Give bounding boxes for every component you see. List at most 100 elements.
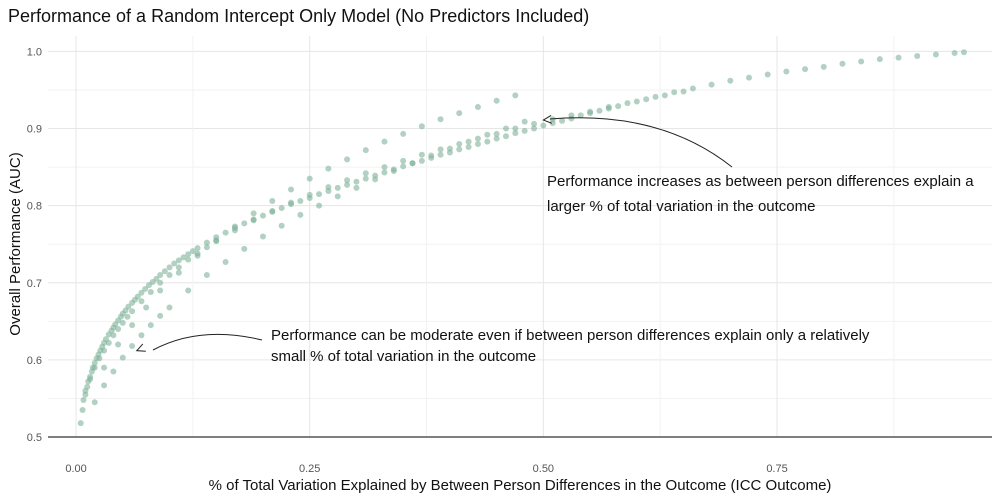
points [77, 49, 967, 427]
data-point [278, 222, 285, 229]
data-point [446, 145, 453, 152]
data-point [783, 68, 790, 75]
data-point [138, 298, 145, 305]
data-point [297, 211, 304, 218]
data-point [125, 303, 132, 310]
data-point [147, 289, 154, 296]
data-point [400, 157, 407, 164]
data-point [362, 170, 369, 177]
data-point [652, 93, 659, 100]
data-point [138, 289, 145, 296]
data-point [362, 147, 369, 154]
y-tick-label: 0.6 [27, 355, 42, 367]
data-point [288, 199, 295, 206]
data-point [288, 186, 295, 193]
data-point [171, 260, 178, 267]
data-point [876, 56, 883, 63]
data-point [180, 254, 187, 261]
x-tick-labels: 0.00 0.25 0.50 0.75 [65, 463, 787, 475]
data-point [531, 120, 538, 127]
data-point [115, 341, 122, 348]
data-point [101, 347, 108, 354]
data-point [418, 151, 425, 158]
data-point [362, 175, 369, 182]
data-point [437, 146, 444, 153]
data-point [110, 368, 117, 375]
data-point [119, 354, 126, 361]
data-point [745, 74, 752, 81]
data-point [91, 359, 98, 366]
data-point [531, 125, 538, 132]
data-point [512, 130, 519, 137]
data-point [605, 103, 612, 110]
data-point [493, 130, 500, 137]
data-point [278, 204, 285, 211]
data-point [269, 198, 276, 205]
data-point [353, 178, 360, 185]
data-point [269, 208, 276, 215]
chart-title: Performance of a Random Intercept Only M… [8, 6, 589, 26]
data-point [129, 322, 136, 329]
data-point [157, 287, 164, 294]
x-tick-label: 0.00 [65, 463, 86, 475]
data-point [250, 210, 257, 217]
data-point [203, 239, 210, 246]
data-point [77, 420, 84, 427]
data-point [344, 181, 351, 188]
data-point [153, 275, 160, 282]
data-point [493, 97, 500, 104]
data-point [189, 248, 196, 255]
data-point [185, 251, 192, 258]
data-point [372, 176, 379, 183]
data-point [222, 229, 229, 236]
y-axis-title: Overall Performance (AUC) [7, 152, 24, 335]
data-point [175, 257, 182, 264]
data-point [166, 304, 173, 311]
data-point [353, 184, 360, 191]
y-tick-label: 1.0 [27, 46, 42, 58]
y-tick-label: 0.7 [27, 278, 42, 290]
data-point [839, 60, 846, 67]
data-point [400, 130, 407, 137]
data-point [456, 110, 463, 117]
data-point [101, 382, 108, 389]
data-point [119, 319, 126, 326]
data-point [306, 191, 313, 198]
data-point [577, 112, 584, 119]
data-point [185, 256, 192, 263]
data-point [633, 98, 640, 105]
data-point [381, 169, 388, 176]
data-point [91, 399, 98, 406]
data-point [175, 269, 182, 276]
data-point [568, 112, 575, 119]
annotation-text: small % of total variation in the outcom… [271, 348, 536, 365]
data-point [465, 144, 472, 151]
data-point [194, 252, 201, 259]
data-point [213, 237, 220, 244]
data-point [540, 122, 547, 129]
data-point [474, 140, 481, 147]
arrow-head [542, 115, 552, 124]
data-point [437, 151, 444, 158]
data-point [87, 376, 94, 383]
data-point [764, 71, 771, 78]
data-point [484, 138, 491, 145]
data-point [521, 127, 528, 134]
data-point [418, 157, 425, 164]
data-point [381, 138, 388, 145]
y-tick-label: 0.9 [27, 124, 42, 136]
y-tick-label: 0.8 [27, 201, 42, 213]
data-point [559, 117, 566, 124]
data-point [96, 355, 103, 362]
data-point [671, 89, 678, 96]
data-point [596, 107, 603, 114]
data-point [161, 268, 168, 275]
data-point [325, 165, 332, 172]
data-point [250, 217, 257, 224]
data-point [297, 198, 304, 205]
y-tick-labels: 0.5 0.6 0.7 0.8 0.9 1.0 [27, 46, 42, 444]
data-point [110, 332, 117, 339]
data-point [465, 138, 472, 145]
data-point [428, 152, 435, 159]
